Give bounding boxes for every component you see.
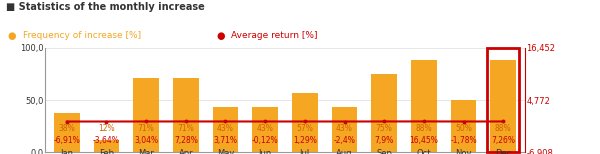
Bar	[173, 78, 199, 152]
Bar	[371, 74, 397, 152]
Text: 88%: 88%	[416, 124, 432, 133]
Text: 7,28%: 7,28%	[174, 136, 198, 145]
Text: 3,04%: 3,04%	[134, 136, 158, 145]
Text: 71%: 71%	[178, 124, 194, 133]
Text: ■ Statistics of the monthly increase: ■ Statistics of the monthly increase	[6, 2, 205, 12]
Text: -0,12%: -0,12%	[252, 136, 278, 145]
Text: -6,91%: -6,91%	[53, 136, 80, 145]
Text: -1,78%: -1,78%	[450, 136, 477, 145]
Bar	[411, 60, 437, 152]
Text: 50%: 50%	[455, 124, 472, 133]
Text: Mar: Mar	[138, 149, 154, 154]
Bar	[212, 107, 238, 152]
Text: Frequency of increase [%]: Frequency of increase [%]	[23, 31, 141, 40]
Bar	[292, 93, 318, 152]
Text: Sep: Sep	[376, 149, 392, 154]
Text: 71%: 71%	[138, 124, 155, 133]
Text: Average return [%]: Average return [%]	[231, 31, 317, 40]
Text: 3,71%: 3,71%	[214, 136, 238, 145]
Text: Feb: Feb	[99, 149, 114, 154]
Text: -2,4%: -2,4%	[334, 136, 355, 145]
Bar	[133, 78, 159, 152]
Text: 16,45%: 16,45%	[409, 136, 438, 145]
Text: -3,64%: -3,64%	[93, 136, 120, 145]
Text: ●: ●	[216, 31, 224, 41]
Text: Aug: Aug	[336, 149, 353, 154]
Bar	[252, 107, 278, 152]
Text: Apr: Apr	[179, 149, 193, 154]
Text: Jun: Jun	[259, 149, 272, 154]
Text: 38%: 38%	[58, 124, 75, 133]
Text: 57%: 57%	[296, 124, 313, 133]
Text: May: May	[217, 149, 234, 154]
Text: 43%: 43%	[257, 124, 274, 133]
Text: 7,26%: 7,26%	[491, 136, 515, 145]
Text: 1,29%: 1,29%	[293, 136, 317, 145]
Text: 75%: 75%	[376, 124, 392, 133]
Text: 43%: 43%	[336, 124, 353, 133]
Bar	[490, 60, 516, 152]
Text: 43%: 43%	[217, 124, 234, 133]
Text: ●: ●	[8, 31, 16, 41]
Bar	[54, 113, 80, 152]
Text: Jul: Jul	[300, 149, 310, 154]
Text: 88%: 88%	[495, 124, 511, 133]
Text: Dec: Dec	[495, 149, 511, 154]
Text: 7,9%: 7,9%	[374, 136, 394, 145]
Text: Oct: Oct	[416, 149, 431, 154]
Bar	[451, 100, 476, 152]
Text: 12%: 12%	[98, 124, 115, 133]
Bar	[487, 48, 519, 152]
Bar	[94, 140, 119, 152]
Bar	[332, 107, 358, 152]
Text: Jan: Jan	[61, 149, 73, 154]
Text: Nov: Nov	[455, 149, 472, 154]
